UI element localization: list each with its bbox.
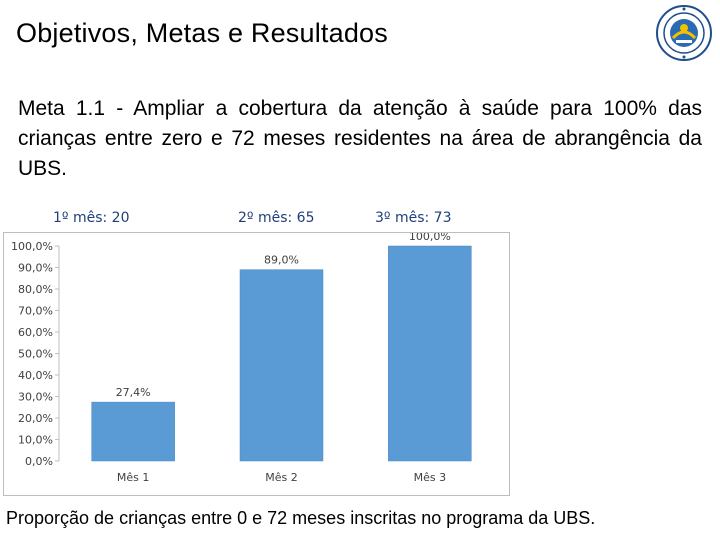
x-tick-label: Mês 3 (414, 471, 446, 484)
x-tick-label: Mês 2 (265, 471, 297, 484)
y-tick-label: 50,0% (18, 348, 53, 361)
bar-1 (91, 401, 175, 462)
chart-canvas: 0,0% 10,0% 20,0% 30,0% 40,0% 50,0% 60,0% 70,0% 8… (11, 230, 472, 484)
meta-description: Meta 1.1 - Ampliar a cobertura da atençã… (18, 97, 702, 180)
data-label-2: 89,0% (264, 254, 299, 267)
y-tick-label: 20,0% (18, 412, 53, 425)
chart-caption: Proporção de crianças entre 0 e 72 meses… (6, 508, 596, 528)
data-label-1: 27,4% (116, 386, 151, 399)
month-3-count: 3º mês: 73 (375, 210, 452, 226)
y-tick-label: 60,0% (18, 326, 53, 339)
y-tick-label: 80,0% (18, 283, 53, 296)
x-tick-label: Mês 1 (117, 471, 149, 484)
university-seal-icon (656, 5, 712, 61)
y-tick-label: 70,0% (18, 305, 53, 318)
y-tick-label: 30,0% (18, 391, 53, 404)
y-tick-label: 40,0% (18, 369, 53, 382)
y-tick-label: 0,0% (25, 455, 53, 468)
y-tick-label: 100,0% (11, 240, 53, 253)
y-tick-label: 10,0% (18, 434, 53, 447)
month-2-count: 2º mês: 65 (238, 210, 315, 226)
coverage-bar-chart: 0,0% 10,0% 20,0% 30,0% 40,0% 50,0% 60,0% 70,0% 8… (3, 230, 510, 496)
bar-3 (388, 245, 472, 462)
bar-2 (239, 269, 324, 462)
data-label-3: 100,0% (409, 233, 451, 243)
month-1-count: 1º mês: 20 (53, 210, 130, 226)
y-tick-label: 90,0% (18, 262, 53, 275)
slide-title: Objetivos, Metas e Resultados (16, 18, 388, 48)
